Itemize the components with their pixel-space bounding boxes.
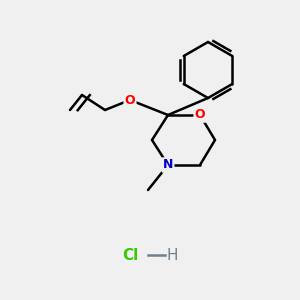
- Text: O: O: [125, 94, 135, 106]
- Text: H: H: [166, 248, 178, 262]
- Text: O: O: [195, 109, 205, 122]
- Text: N: N: [163, 158, 173, 172]
- Text: Cl: Cl: [122, 248, 138, 262]
